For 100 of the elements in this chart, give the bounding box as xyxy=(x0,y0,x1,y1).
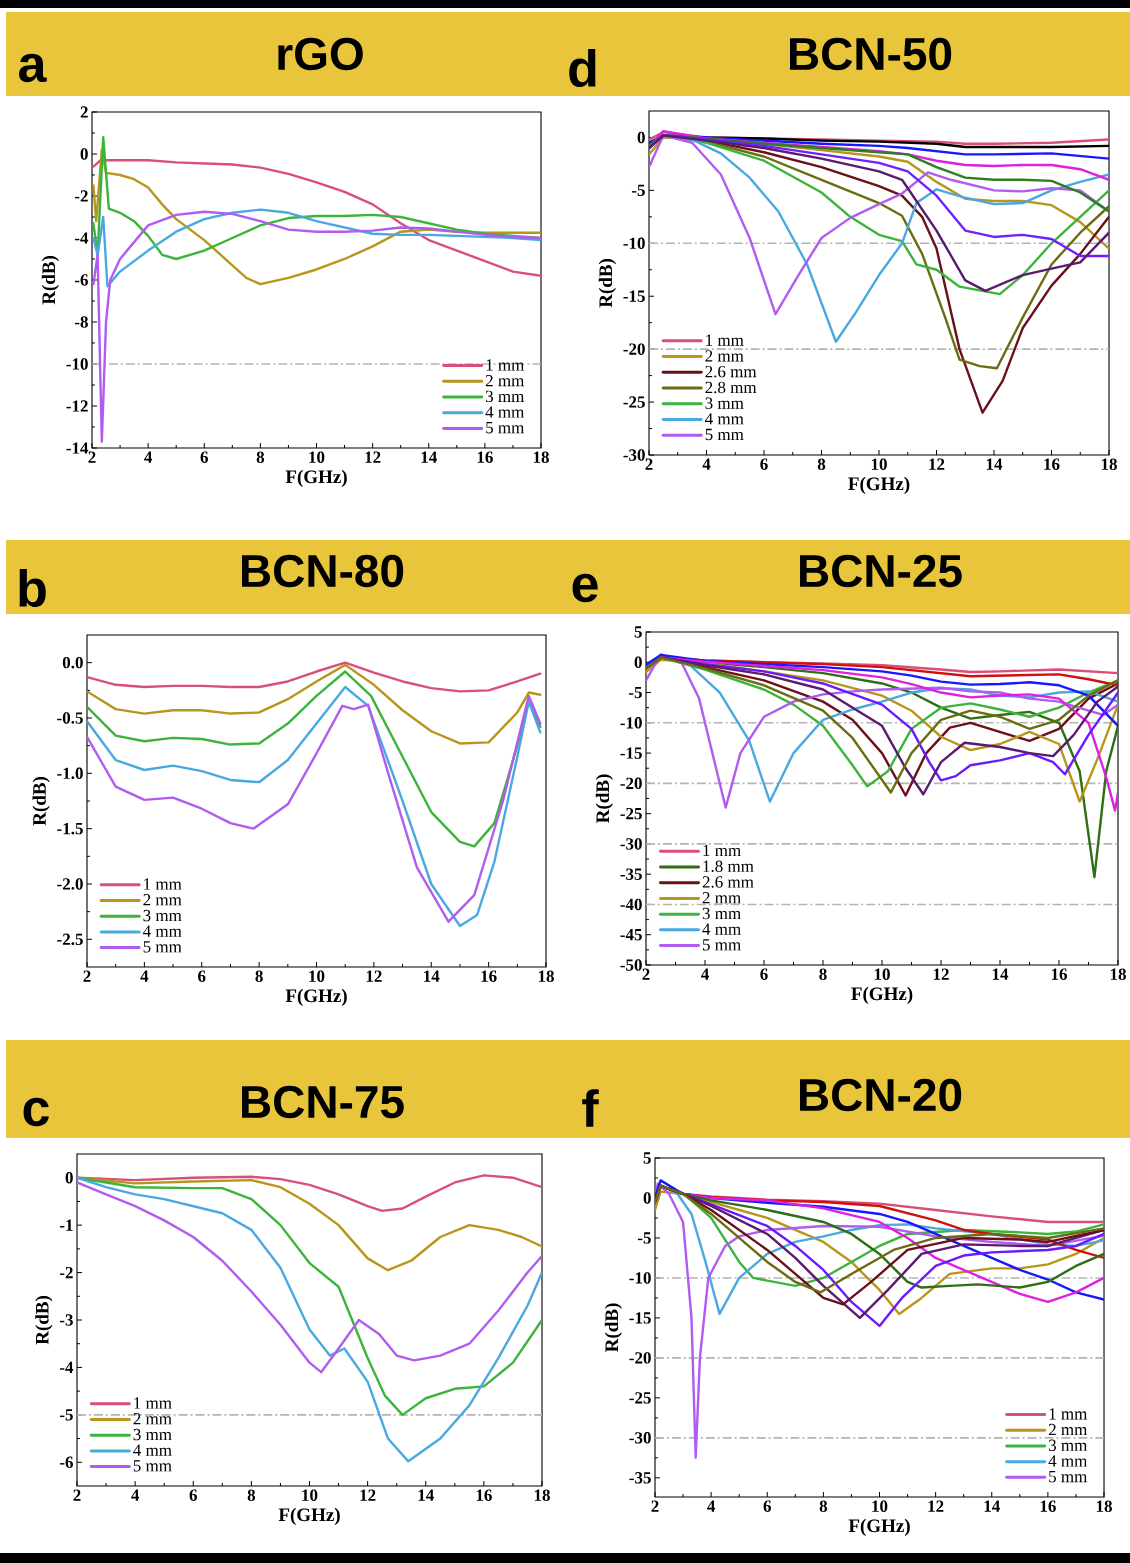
line-series xyxy=(87,661,542,693)
y-tick-label: -1 xyxy=(59,1219,73,1231)
x-tick-label: 12 xyxy=(928,1500,944,1512)
x-tick-label: 18 xyxy=(538,970,554,982)
y-tick-label: 2 xyxy=(80,106,88,118)
y-tick-label: -30 xyxy=(629,1432,651,1444)
x-tick-label: 18 xyxy=(534,1489,550,1501)
x-tick-label: 14 xyxy=(418,1489,434,1501)
y-tick-label: -5 xyxy=(631,184,645,197)
text: e xyxy=(572,573,598,603)
y-tick-label: -4 xyxy=(74,232,89,244)
y-tick-label: -8 xyxy=(74,316,88,328)
legend-label: 2.6 mm xyxy=(702,876,754,888)
y-tick-label: -12 xyxy=(66,400,88,412)
text: f xyxy=(582,1089,599,1127)
x-axis-title: F(GHz) xyxy=(278,1507,340,1526)
y-tick-label: -25 xyxy=(629,1392,651,1404)
legend-label: 5 mm xyxy=(133,1460,172,1472)
x-tick-label: 14 xyxy=(992,968,1009,980)
legend-label: 1 mm xyxy=(486,359,525,371)
y-tick-label: 0 xyxy=(634,656,642,669)
y-tick-label: -6 xyxy=(59,1456,73,1468)
x-tick-label: 16 xyxy=(1040,1500,1056,1512)
y-tick-label: -50 xyxy=(620,959,642,971)
y-axis-title: R(dB) xyxy=(595,774,613,823)
line-series xyxy=(77,1181,542,1374)
x-tick-label: 14 xyxy=(424,970,440,982)
x-tick-label: 12 xyxy=(360,1489,376,1501)
y-tick-label: -20 xyxy=(620,777,642,790)
legend-label: 2 mm xyxy=(705,350,744,362)
x-tick-label: 4 xyxy=(700,968,709,980)
legend-label: 2 mm xyxy=(702,892,741,904)
x-axis-title: F(GHz) xyxy=(285,469,347,488)
legend-label: 4 mm xyxy=(133,1444,172,1456)
text: c xyxy=(23,1097,49,1127)
y-tick-label: 0.0 xyxy=(62,656,83,669)
x-tick-label: 2 xyxy=(651,1500,659,1512)
y-tick-label: -5 xyxy=(59,1409,73,1421)
line-series xyxy=(92,210,541,443)
legend-label: 2 mm xyxy=(485,374,525,387)
legend-label: 5 mm xyxy=(143,941,182,953)
y-tick-label: 0 xyxy=(637,131,645,144)
x-tick-label: 10 xyxy=(871,458,887,470)
y-tick-label: 0 xyxy=(80,148,88,160)
legend-label: 1 mm xyxy=(703,844,741,857)
legend-label: 2.8 mm xyxy=(705,381,757,394)
x-axis-title: F(GHz) xyxy=(848,476,910,495)
y-tick-label: -1.5 xyxy=(57,822,83,835)
y-axis-title: R(dB) xyxy=(41,256,59,305)
x-tick-label: 4 xyxy=(131,1489,140,1501)
legend-label: 3 mm xyxy=(133,1428,172,1441)
y-tick-label: -2 xyxy=(74,190,88,202)
x-tick-label: 4 xyxy=(702,458,711,470)
y-tick-label: -2.0 xyxy=(57,878,83,890)
x-tick-label: 18 xyxy=(1101,458,1117,470)
y-tick-label: 0 xyxy=(65,1171,73,1184)
x-tick-label: 4 xyxy=(140,970,149,982)
y-tick-label: -14 xyxy=(66,442,89,454)
y-tick-label: 5 xyxy=(634,626,642,638)
y-tick-label: -20 xyxy=(623,343,645,355)
y-tick-label: -35 xyxy=(629,1472,651,1484)
x-tick-label: 12 xyxy=(365,451,381,463)
x-tick-label: 8 xyxy=(255,970,263,982)
x-tick-label: 8 xyxy=(247,1489,256,1501)
legend-label: 1.8 mm xyxy=(703,860,754,873)
x-tick-label: 8 xyxy=(256,451,265,463)
chart-title: BCN-75 xyxy=(242,1085,404,1119)
x-tick-label: 18 xyxy=(1096,1500,1112,1512)
y-tick-label: -5 xyxy=(628,686,642,699)
y-tick-label: 5 xyxy=(643,1152,651,1164)
y-tick-label: -15 xyxy=(623,290,645,302)
text: d xyxy=(569,48,596,88)
x-tick-label: 12 xyxy=(929,458,945,470)
y-tick-label: -15 xyxy=(629,1312,651,1324)
x-tick-label: 6 xyxy=(198,970,206,982)
y-axis-title: R(dB) xyxy=(604,1303,622,1352)
chart-title: BCN-25 xyxy=(800,554,962,588)
x-tick-label: 10 xyxy=(872,1500,888,1512)
x-tick-label: 16 xyxy=(1051,968,1068,980)
y-tick-label: -4 xyxy=(59,1361,74,1374)
y-tick-label: -40 xyxy=(620,898,642,911)
y-tick-label: -10 xyxy=(629,1272,651,1284)
legend-label: 2 mm xyxy=(143,894,182,906)
line-series xyxy=(649,134,1110,213)
x-tick-label: 12 xyxy=(933,968,949,980)
x-tick-label: 16 xyxy=(1044,458,1060,470)
legend-label: 3 mm xyxy=(1048,1439,1088,1452)
x-axis-title: F(GHz) xyxy=(285,988,347,1007)
legend-label: 1 mm xyxy=(706,334,744,346)
legend-label: 3 mm xyxy=(143,909,182,922)
x-tick-label: 4 xyxy=(707,1500,716,1512)
x-tick-label: 6 xyxy=(760,458,768,470)
x-tick-label: 6 xyxy=(763,1500,772,1512)
x-tick-label: 10 xyxy=(309,451,325,463)
legend-label: 4 mm xyxy=(142,925,182,937)
x-tick-label: 16 xyxy=(476,1489,492,1501)
legend-label: 2 mm xyxy=(1048,1423,1088,1436)
text: a xyxy=(19,53,47,83)
legend-label: 2.6 mm xyxy=(705,365,757,378)
x-tick-label: 4 xyxy=(144,451,153,463)
